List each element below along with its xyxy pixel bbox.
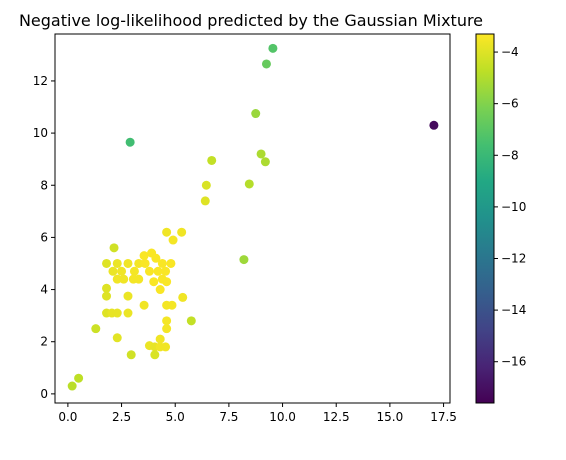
scatter-point	[134, 274, 144, 284]
colorbar-tick-label: −12	[501, 251, 526, 265]
scatter-point	[112, 258, 122, 268]
y-tick-label: 8	[40, 178, 48, 192]
scatter-point	[155, 285, 165, 295]
x-tick-label: 17.5	[430, 410, 457, 424]
x-tick-label: 12.5	[323, 410, 350, 424]
colorbar-axis: −4 −6 −8 −10 −12 −14 −16	[494, 45, 526, 369]
data-points	[67, 43, 439, 391]
scatter-point	[123, 258, 133, 268]
x-tick-label: 0.0	[58, 410, 77, 424]
scatter-point	[134, 258, 144, 268]
colorbar-tick-label: −4	[501, 45, 519, 59]
scatter-point	[119, 274, 129, 284]
scatter-point	[109, 243, 119, 253]
scatter-point	[108, 266, 118, 276]
colorbar-tick-label: −16	[501, 355, 526, 369]
scatter-point	[151, 253, 161, 263]
colorbar-tick-label: −6	[501, 97, 519, 111]
scatter-point	[140, 258, 150, 268]
scatter-point	[260, 157, 270, 167]
chart-title: Negative log-likelihood predicted by the…	[19, 11, 483, 30]
scatter-point	[168, 235, 178, 245]
x-tick-label: 5.0	[166, 410, 185, 424]
scatter-point	[102, 258, 112, 268]
scatter-point	[162, 227, 172, 237]
scatter-point	[157, 258, 167, 268]
scatter-point	[256, 149, 266, 159]
scatter-point	[112, 308, 122, 318]
scatter-point	[153, 266, 163, 276]
x-tick-label: 7.5	[219, 410, 238, 424]
y-axis: 0 2 4 6 8 10 12	[33, 74, 55, 401]
scatter-point	[150, 350, 160, 360]
scatter-point	[162, 324, 172, 334]
x-axis: 0.0 2.5 5.0 7.5 10.0 12.5 15.0 17.5	[58, 403, 457, 424]
scatter-point	[429, 120, 439, 130]
scatter-point	[251, 109, 261, 119]
scatter-point	[74, 373, 84, 383]
x-tick-label: 2.5	[112, 410, 131, 424]
colorbar-tick-label: −8	[501, 148, 519, 162]
colorbar-tick-label: −10	[501, 200, 526, 214]
scatter-point	[239, 255, 249, 265]
scatter-point	[178, 292, 188, 302]
scatter-point	[139, 251, 149, 261]
scatter-point	[268, 43, 278, 53]
scatter-point	[144, 266, 154, 276]
scatter-point	[166, 258, 176, 268]
y-tick-label: 10	[33, 126, 48, 140]
scatter-point	[161, 266, 171, 276]
scatter-point	[167, 300, 177, 310]
scatter-point	[261, 59, 271, 69]
y-tick-label: 2	[40, 335, 48, 349]
scatter-point	[112, 274, 122, 284]
y-tick-label: 6	[40, 230, 48, 244]
scatter-point	[186, 316, 196, 326]
y-tick-label: 4	[40, 283, 48, 297]
colorbar-tick-label: −14	[501, 303, 526, 317]
x-tick-label: 15.0	[377, 410, 404, 424]
scatter-point	[244, 179, 254, 189]
y-tick-label: 12	[33, 74, 48, 88]
scatter-point	[201, 180, 211, 190]
scatter-point	[149, 277, 159, 287]
scatter-point	[129, 266, 139, 276]
scatter-point	[126, 350, 136, 360]
scatter-point	[112, 333, 122, 343]
scatter-point	[162, 316, 172, 326]
scatter-point	[91, 324, 101, 334]
scatter-point	[102, 283, 112, 293]
scatter-point	[155, 334, 165, 344]
plot-area-frame	[54, 33, 451, 404]
scatter-point	[123, 291, 133, 301]
scatter-point	[123, 308, 133, 318]
y-tick-label: 0	[40, 387, 48, 401]
colorbar	[475, 33, 495, 404]
scatter-point	[125, 137, 135, 147]
scatter-point	[117, 266, 127, 276]
scatter-point	[161, 342, 171, 352]
scatter-point	[102, 291, 112, 301]
scatter-point	[207, 155, 217, 165]
scatter-point	[67, 381, 77, 391]
x-tick-label: 10.0	[269, 410, 296, 424]
scatter-point	[200, 196, 210, 206]
scatter-point	[177, 227, 187, 237]
scatter-point	[162, 277, 172, 287]
scatter-point	[139, 300, 149, 310]
